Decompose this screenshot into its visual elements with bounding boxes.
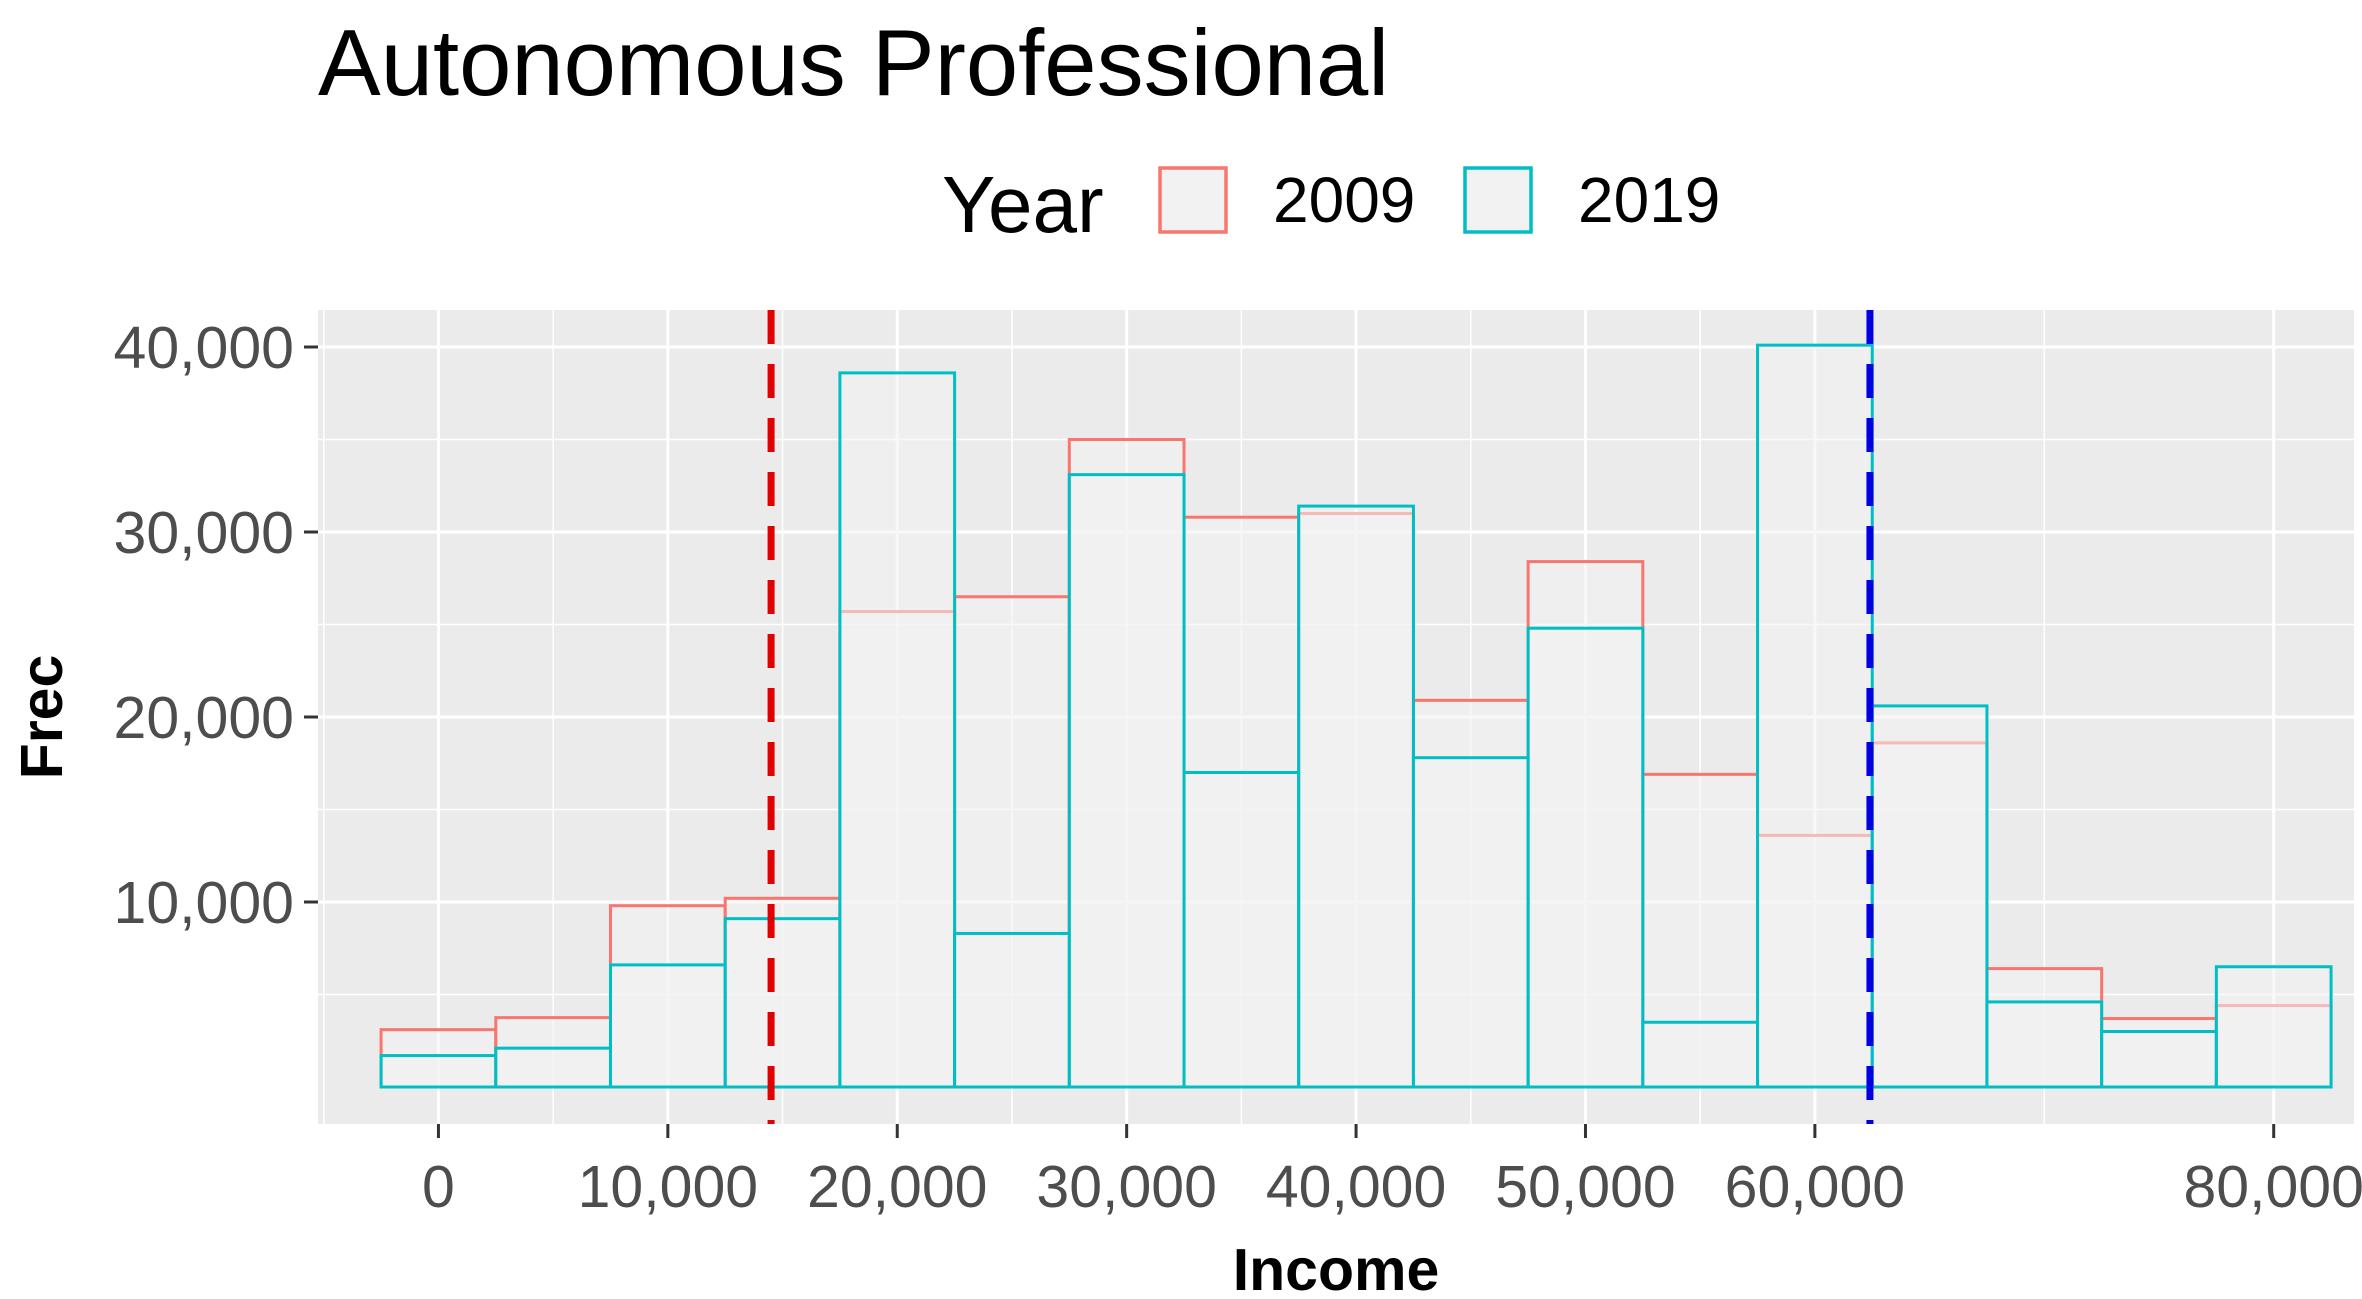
x-tick-label: 50,000 xyxy=(1495,1154,1675,1220)
bar-2019 xyxy=(494,1046,612,1089)
bar-2019 xyxy=(953,931,1071,1089)
legend-label-2019: 2019 xyxy=(1578,164,1720,236)
x-tick-label: 0 xyxy=(422,1154,455,1220)
bar-2019 xyxy=(1411,756,1530,1089)
x-axis: 0 10,000 20,000 30,000 40,000 50,000 60,000 80,… xyxy=(422,1124,2362,1220)
bar-2019 xyxy=(2214,965,2333,1089)
bar-2019 xyxy=(1985,1000,2104,1089)
bar-2019 xyxy=(723,917,842,1089)
y-axis-title: Frec xyxy=(9,655,75,780)
legend-title: Year xyxy=(942,160,1104,249)
bar-2019 xyxy=(1870,704,1989,1089)
legend-key-2019 xyxy=(1463,166,1533,234)
x-tick-label: 20,000 xyxy=(807,1154,987,1220)
legend-key-2009 xyxy=(1158,166,1228,234)
y-tick-label: 20,000 xyxy=(114,685,294,751)
bar-2019 xyxy=(1182,771,1301,1089)
bar-2019 xyxy=(1297,504,1415,1089)
bar-2019 xyxy=(2100,1030,2218,1089)
legend-label-2009: 2009 xyxy=(1273,164,1415,236)
bar-2019 xyxy=(379,1054,498,1089)
y-tick-label: 40,000 xyxy=(114,315,294,381)
bar-2019 xyxy=(1067,473,1186,1089)
y-axis: 10,000 20,000 30,000 40,000 xyxy=(114,315,318,936)
bar-2019 xyxy=(1756,343,1874,1089)
y-tick-label: 10,000 xyxy=(114,870,294,936)
x-tick-label: 10,000 xyxy=(578,1154,758,1220)
reference-lines xyxy=(767,310,1874,1124)
y-tick-label: 30,000 xyxy=(114,500,294,566)
bar-2019 xyxy=(838,371,957,1089)
bar-2019 xyxy=(1526,626,1645,1089)
x-tick-label: 30,000 xyxy=(1036,1154,1216,1220)
x-axis-title: Income xyxy=(1233,1237,1440,1299)
bar-2019 xyxy=(608,963,727,1089)
x-tick-label: 40,000 xyxy=(1266,1154,1446,1220)
chart-title: Autonomous Professional xyxy=(318,10,1389,115)
legend: Year 2009 2019 xyxy=(942,160,1720,249)
x-tick-label: 60,000 xyxy=(1725,1154,1905,1220)
bars-2019 xyxy=(379,343,2333,1089)
x-tick-label: 80,000 xyxy=(2183,1154,2362,1220)
bar-2019 xyxy=(1641,1020,1760,1089)
